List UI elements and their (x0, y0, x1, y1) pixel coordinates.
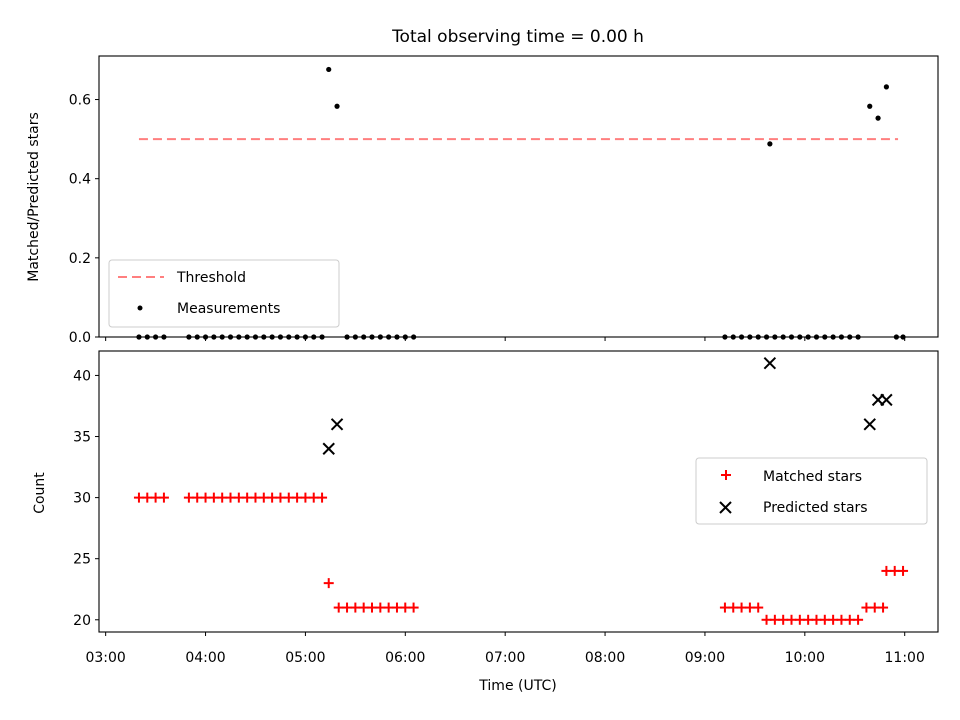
ratio-y-tick-label: 0.0 (69, 330, 91, 346)
x-tick-label: 06:00 (385, 650, 425, 666)
predicted-star-point (763, 357, 777, 370)
legend-measurements-swatch (137, 305, 143, 311)
x-tick-label: 09:00 (685, 650, 725, 666)
ratio-legend-box (108, 259, 340, 328)
chart-title: Total observing time = 0.00 h (391, 27, 644, 47)
measurement-point (883, 84, 889, 90)
measurement-point (867, 103, 873, 109)
predicted-star-point (330, 418, 344, 431)
legend-matched-swatch (721, 470, 731, 480)
ratio-y-tick-label: 0.2 (69, 251, 91, 267)
ratio-y-axis-label: Matched/Predicted stars (26, 112, 42, 282)
measurement-point (334, 103, 340, 109)
count-y-tick-label: 20 (73, 613, 91, 629)
x-tick-label: 07:00 (485, 650, 525, 666)
legend-predicted-swatch (719, 501, 732, 514)
count-y-tick-label: 35 (73, 430, 91, 446)
x-axis-label: Time (UTC) (478, 678, 556, 694)
x-tick-label: 03:00 (85, 650, 125, 666)
predicted-star-point (863, 418, 876, 431)
legend-threshold-label: Threshold (176, 270, 246, 286)
count-legend-box (695, 457, 928, 525)
count-y-axis-label: Count (32, 472, 48, 514)
x-tick-label: 08:00 (585, 650, 625, 666)
ratio-y-tick-label: 0.4 (69, 172, 91, 188)
count-y-tick-label: 30 (73, 491, 91, 507)
predicted-star-point (880, 393, 893, 407)
matched-star-point (853, 614, 864, 625)
count-panel: 03:00 04:00 05:00 06:00 07:00 08:00 09:00 10:00… (32, 350, 939, 694)
x-tick-label: 11:00 (885, 650, 925, 666)
measurement-point (767, 141, 773, 147)
legend-matched-label: Matched stars (763, 469, 862, 485)
predicted-star-point (322, 442, 335, 455)
count-legend: Matched stars Predicted stars (695, 457, 928, 525)
x-tick-label: 04:00 (185, 650, 225, 666)
ratio-panel: 0.0 0.2 0.4 0.6 Matched/Predicted stars Thr… (26, 55, 939, 346)
count-y-tick-label: 25 (73, 552, 91, 568)
legend-predicted-label: Predicted stars (763, 500, 868, 516)
matched-star-point (753, 602, 764, 613)
matched-star-point (158, 492, 169, 503)
x-tick-label: 10:00 (785, 650, 825, 666)
ratio-plot-frame (98, 55, 939, 338)
measurement-point (326, 66, 332, 73)
matched-star-point (898, 565, 909, 576)
ratio-legend: Threshold Measurements (108, 259, 340, 328)
count-plot-frame (98, 350, 939, 633)
x-tick-label: 05:00 (285, 650, 325, 666)
ratio-y-tick-label: 0.6 (69, 93, 91, 109)
count-y-tick-label: 40 (73, 368, 91, 384)
matched-star-point (408, 602, 419, 613)
measurement-point (875, 115, 881, 121)
matched-star-point (317, 492, 328, 503)
matched-star-point (878, 602, 889, 613)
legend-measurements-label: Measurements (177, 301, 280, 317)
matched-star-point (323, 578, 334, 589)
